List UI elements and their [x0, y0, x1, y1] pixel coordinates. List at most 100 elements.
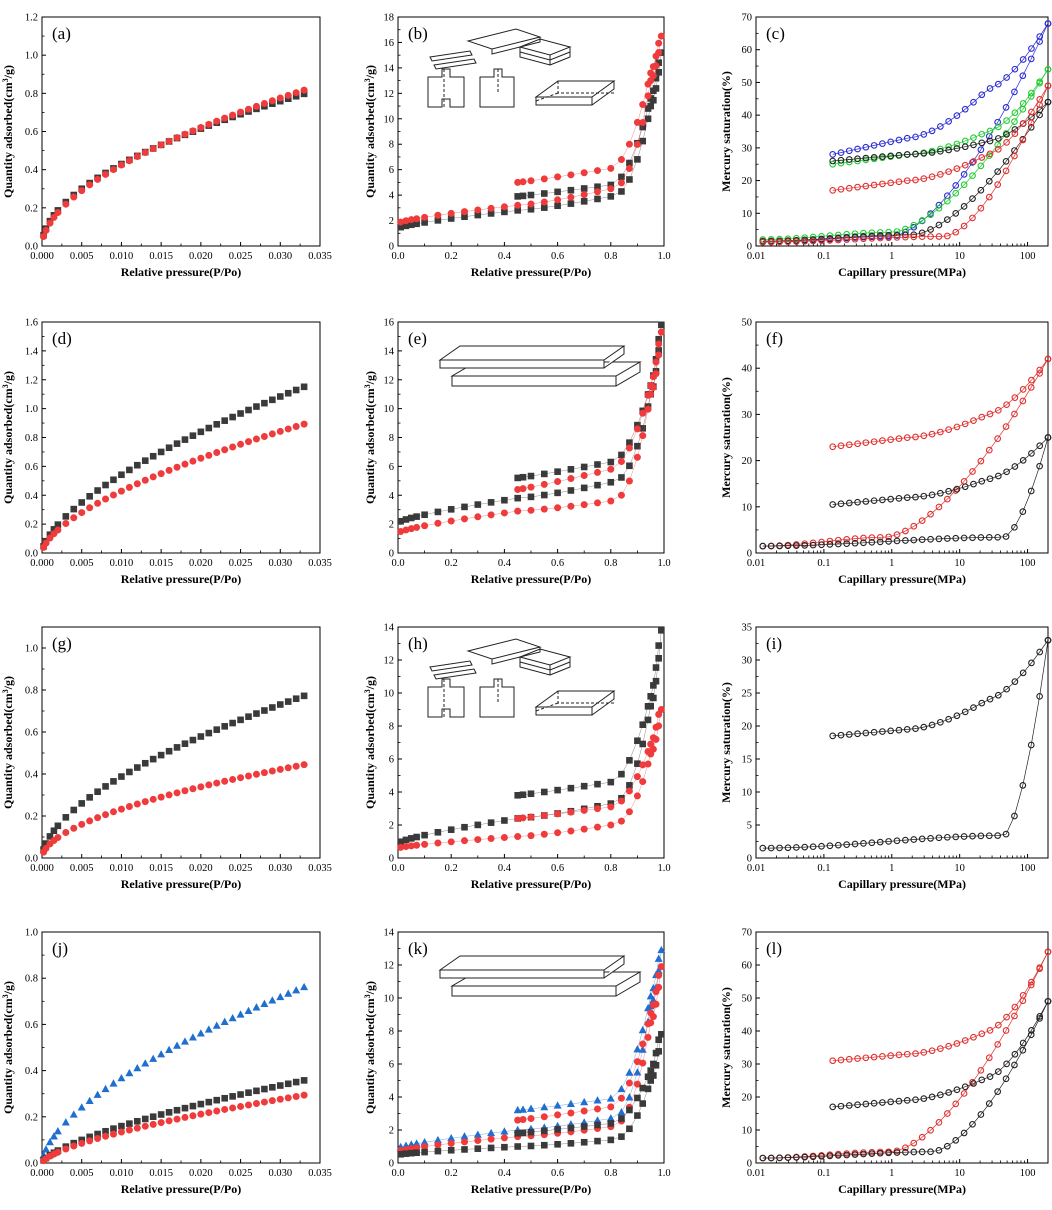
data-point: [826, 541, 834, 548]
data-point: [655, 39, 663, 47]
data-point: [644, 1003, 653, 1012]
data-point: [188, 1033, 197, 1041]
data-point: [862, 729, 870, 737]
data-point: [149, 1113, 157, 1120]
data-point: [1028, 89, 1035, 97]
data-point: [776, 238, 783, 246]
data-point: [229, 413, 236, 421]
data-point: [527, 813, 535, 821]
panel-letter: (c): [766, 24, 785, 43]
data-point: [46, 217, 54, 225]
data-point: [617, 179, 625, 187]
data-point: [945, 487, 952, 495]
series-4: [759, 82, 1052, 246]
data-point: [792, 236, 800, 244]
data-point: [818, 232, 825, 240]
y-tick-label: 0.4: [25, 1066, 39, 1077]
data-point: [553, 1121, 562, 1130]
data-point: [229, 1093, 236, 1100]
data-point: [945, 146, 952, 154]
data-point: [554, 196, 562, 204]
data-point: [607, 193, 615, 200]
data-point: [514, 178, 522, 186]
data-point: [567, 171, 575, 179]
data-point: [970, 480, 977, 488]
data-point: [567, 827, 575, 835]
data-point: [952, 228, 960, 236]
data-point: [978, 139, 986, 147]
series-2: [759, 434, 1052, 550]
x-tick-label: 0.035: [308, 1168, 332, 1179]
data-point: [260, 1098, 268, 1106]
data-point: [607, 1123, 615, 1131]
data-point: [94, 499, 102, 507]
data-point: [397, 843, 405, 851]
data-point: [893, 1147, 901, 1155]
data-point: [617, 1108, 626, 1116]
y-tick-label: 5: [747, 821, 752, 832]
data-point: [960, 170, 968, 178]
data-point: [639, 101, 647, 109]
data-point: [887, 436, 895, 443]
data-point: [657, 32, 665, 40]
data-point: [401, 1141, 410, 1149]
data-point: [895, 726, 903, 734]
data-point: [953, 485, 961, 493]
data-point: [252, 1100, 260, 1108]
data-point: [879, 140, 886, 147]
data-point: [1011, 1050, 1019, 1058]
plot-frame: [397, 321, 665, 554]
data-point: [173, 1106, 181, 1114]
data-point: [644, 1033, 652, 1041]
data-point: [960, 534, 968, 542]
data-point: [413, 523, 421, 531]
data-point: [50, 212, 58, 219]
data-point: [594, 802, 601, 810]
x-tick-label: 100: [1020, 1168, 1036, 1179]
data-point: [527, 177, 535, 185]
data-point: [784, 238, 792, 246]
y-tick-label: 14: [384, 346, 395, 357]
data-point: [912, 493, 919, 501]
data-point: [1044, 98, 1052, 106]
data-point: [652, 723, 660, 731]
data-point: [554, 1129, 562, 1137]
data-point: [527, 1115, 535, 1123]
y-tick-label: 0: [389, 854, 394, 865]
data-point: [650, 682, 657, 689]
data-point: [649, 373, 657, 381]
data-point: [618, 474, 625, 481]
data-point: [527, 1142, 535, 1150]
data-point: [935, 204, 943, 212]
data-point: [50, 1150, 58, 1158]
data-point: [937, 1045, 944, 1053]
x-tick-label: 0.025: [229, 558, 253, 569]
data-point: [837, 159, 845, 167]
data-point: [567, 1109, 575, 1117]
data-point: [1044, 65, 1052, 73]
data-point: [784, 1154, 792, 1162]
data-point: [1002, 1027, 1010, 1034]
data-point: [953, 712, 961, 720]
data-point: [618, 451, 625, 459]
data-point: [834, 234, 842, 242]
data-point: [903, 1050, 911, 1058]
intrusion-line: [762, 358, 1049, 547]
data-point: [1019, 136, 1027, 144]
data-point: [421, 511, 428, 519]
data-point: [862, 143, 870, 151]
data-point: [292, 986, 301, 994]
data-point: [567, 1140, 575, 1147]
adsorption-line: [400, 950, 662, 1148]
y-tick-label: 60: [742, 45, 753, 56]
data-point: [868, 1148, 876, 1156]
y-tick-label: 2: [389, 1126, 394, 1137]
data-point: [870, 142, 878, 149]
data-point: [862, 1054, 870, 1062]
data-point: [40, 1157, 48, 1165]
data-point: [474, 836, 482, 844]
data-point: [527, 1128, 535, 1136]
data-point: [527, 205, 535, 213]
data-point: [1011, 126, 1019, 133]
